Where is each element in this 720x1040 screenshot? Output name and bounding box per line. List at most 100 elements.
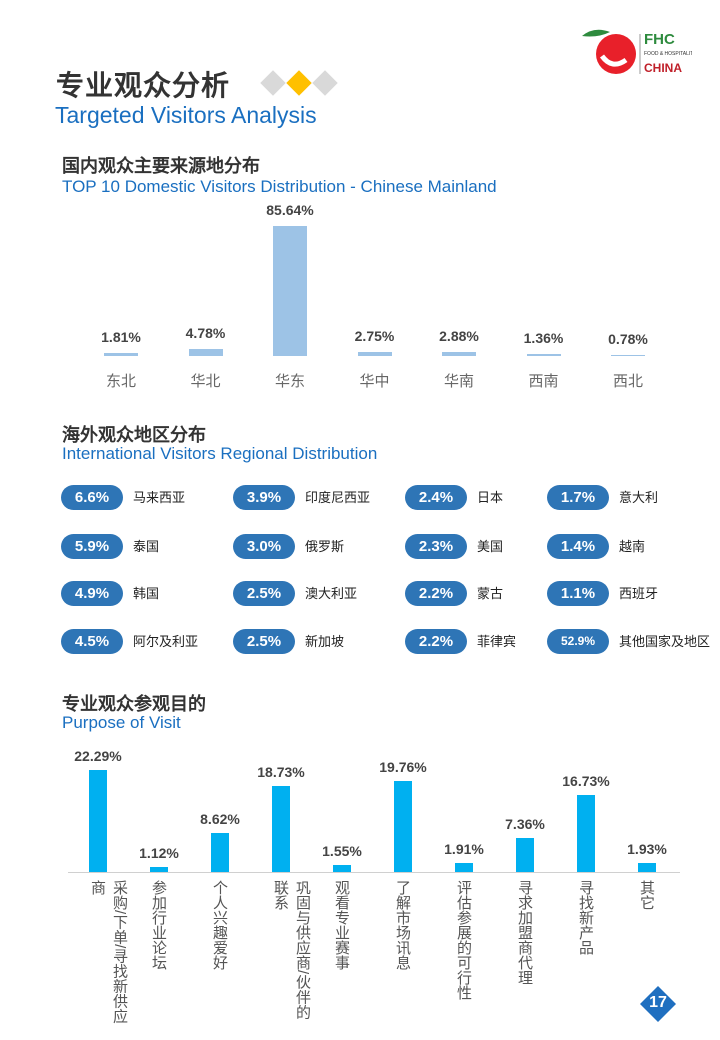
data-label: 2.75% [354, 327, 395, 344]
country-label: 蒙古 [477, 586, 504, 601]
bar [89, 769, 107, 872]
bar [394, 781, 412, 872]
percent-badge: 4.9% [61, 581, 123, 606]
percent-badge: 2.2% [405, 629, 467, 654]
percent-badge: 5.9% [61, 534, 123, 559]
purpose-subtitle: Purpose of Visit [62, 713, 181, 732]
page-number-badge: 17 [640, 986, 676, 1022]
category-label: 评估参展的可行性 [455, 880, 472, 1000]
page-subtitle: Targeted Visitors Analysis [55, 102, 317, 128]
country-label: 美国 [477, 539, 504, 554]
data-label: 18.73% [257, 764, 305, 781]
bar [526, 353, 561, 356]
data-label: 1.91% [444, 841, 484, 858]
bar [211, 832, 229, 872]
data-label: 19.76% [379, 759, 427, 776]
country-label: 越南 [619, 539, 646, 554]
data-label: 1.81% [101, 329, 141, 346]
country-label: 西班牙 [619, 586, 659, 601]
svg-text:FOOD & HOSPITALITY: FOOD & HOSPITALITY [644, 51, 692, 57]
category-label: 其它 [638, 880, 655, 910]
percent-badge: 6.6% [61, 485, 123, 510]
country-label: 韩国 [133, 586, 160, 601]
country-label: 俄罗斯 [305, 539, 345, 554]
country-label: 印度尼西亚 [305, 490, 371, 505]
page-title: 专业观众分析 [56, 70, 231, 101]
diamond-icon [260, 70, 286, 96]
country-label: 其他国家及地区 [619, 634, 711, 649]
country-label: 泰国 [133, 539, 160, 554]
domestic-title: 国内观众主要来源地分布 [62, 156, 260, 176]
category-label: 西北 [612, 373, 643, 390]
percent-badge: 1.1% [547, 581, 609, 606]
international-subtitle: International Visitors Regional Distribu… [62, 444, 378, 463]
bar [611, 354, 645, 356]
bar [188, 348, 223, 356]
bar [577, 795, 595, 872]
data-label: 1.36% [523, 329, 564, 346]
data-label: 22.29% [74, 747, 122, 764]
purpose-title: 专业观众参观目的 [62, 694, 206, 714]
category-label: 参加行业论坛 [150, 880, 167, 970]
bar [333, 864, 351, 872]
country-label: 菲律宾 [477, 634, 517, 649]
percent-badge: 52.9% [547, 629, 609, 654]
percent-badge: 2.5% [233, 581, 295, 606]
diamond-icon [286, 70, 312, 96]
country-label: 新加坡 [305, 634, 345, 649]
category-label: 华北 [190, 373, 221, 390]
purpose-axis [68, 872, 680, 873]
data-label: 0.78% [608, 330, 648, 347]
category-label: 华东 [274, 373, 305, 390]
country-label: 澳大利亚 [305, 586, 358, 601]
category-label: 巩固与供应商/伙伴的联系 [272, 880, 311, 1020]
category-label: 华中 [359, 373, 390, 390]
category-label: 华南 [443, 373, 474, 390]
domestic-subtitle: TOP 10 Domestic Visitors Distribution - … [62, 177, 497, 196]
country-label: 日本 [477, 490, 504, 505]
country-label: 阿尔及利亚 [133, 634, 199, 649]
data-label: 1.55% [322, 842, 362, 859]
logo: FHC FOOD & HOSPITALITY CHINA [572, 26, 697, 78]
svg-text:CHINA: CHINA [644, 61, 682, 75]
data-label: 2.88% [439, 327, 479, 344]
country-label: 马来西亚 [133, 490, 186, 505]
percent-badge: 1.4% [547, 534, 609, 559]
percent-badge: 2.3% [405, 534, 467, 559]
diamond-icon [312, 70, 338, 96]
country-label: 意大利 [619, 490, 659, 505]
bar [150, 866, 168, 872]
bar [273, 225, 307, 356]
category-label: 寻求加盟商代理 [516, 880, 533, 985]
data-label: 1.12% [139, 844, 179, 861]
category-label: 寻找新产品 [577, 880, 594, 955]
percent-badge: 2.2% [405, 581, 467, 606]
category-label: 了解市场讯息 [394, 880, 411, 970]
category-label: 观看专业赛事 [333, 880, 350, 970]
category-label: 个人兴趣爱好 [211, 880, 228, 970]
data-label: 8.62% [200, 810, 240, 827]
percent-badge: 2.4% [405, 485, 467, 510]
bar [516, 838, 534, 872]
bar [272, 786, 290, 872]
international-title: 海外观众地区分布 [62, 425, 206, 445]
data-label: 16.73% [562, 773, 610, 790]
bar [455, 863, 473, 872]
page-number: 17 [649, 994, 667, 1011]
percent-badge: 3.0% [233, 534, 295, 559]
category-label: 采购/下单/寻找新供应商 [89, 880, 128, 1024]
bar [357, 351, 392, 356]
percent-badge: 4.5% [61, 629, 123, 654]
percent-badge: 1.7% [547, 485, 609, 510]
data-label: 85.64% [266, 201, 314, 218]
bar [442, 351, 476, 356]
category-label: 西南 [528, 373, 559, 390]
bar [104, 353, 138, 356]
data-label: 4.78% [185, 324, 226, 341]
data-label: 7.36% [505, 816, 545, 833]
category-label: 东北 [105, 373, 136, 390]
svg-text:FHC: FHC [644, 31, 675, 48]
bar [638, 863, 656, 872]
percent-badge: 3.9% [233, 485, 295, 510]
data-label: 1.93% [627, 841, 667, 858]
